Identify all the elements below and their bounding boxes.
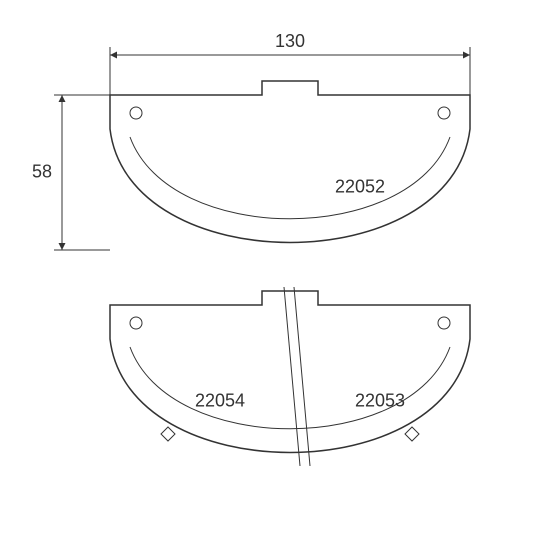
width-dimension-label: 130	[275, 31, 305, 51]
height-dimension-label: 58	[32, 162, 52, 182]
bottom-brake-pad	[110, 291, 470, 452]
top-pad-part-number: 22052	[335, 177, 385, 197]
bottom-right-part-number: 22053	[355, 391, 405, 411]
top-brake-pad	[110, 81, 470, 242]
bottom-left-part-number: 22054	[195, 391, 245, 411]
